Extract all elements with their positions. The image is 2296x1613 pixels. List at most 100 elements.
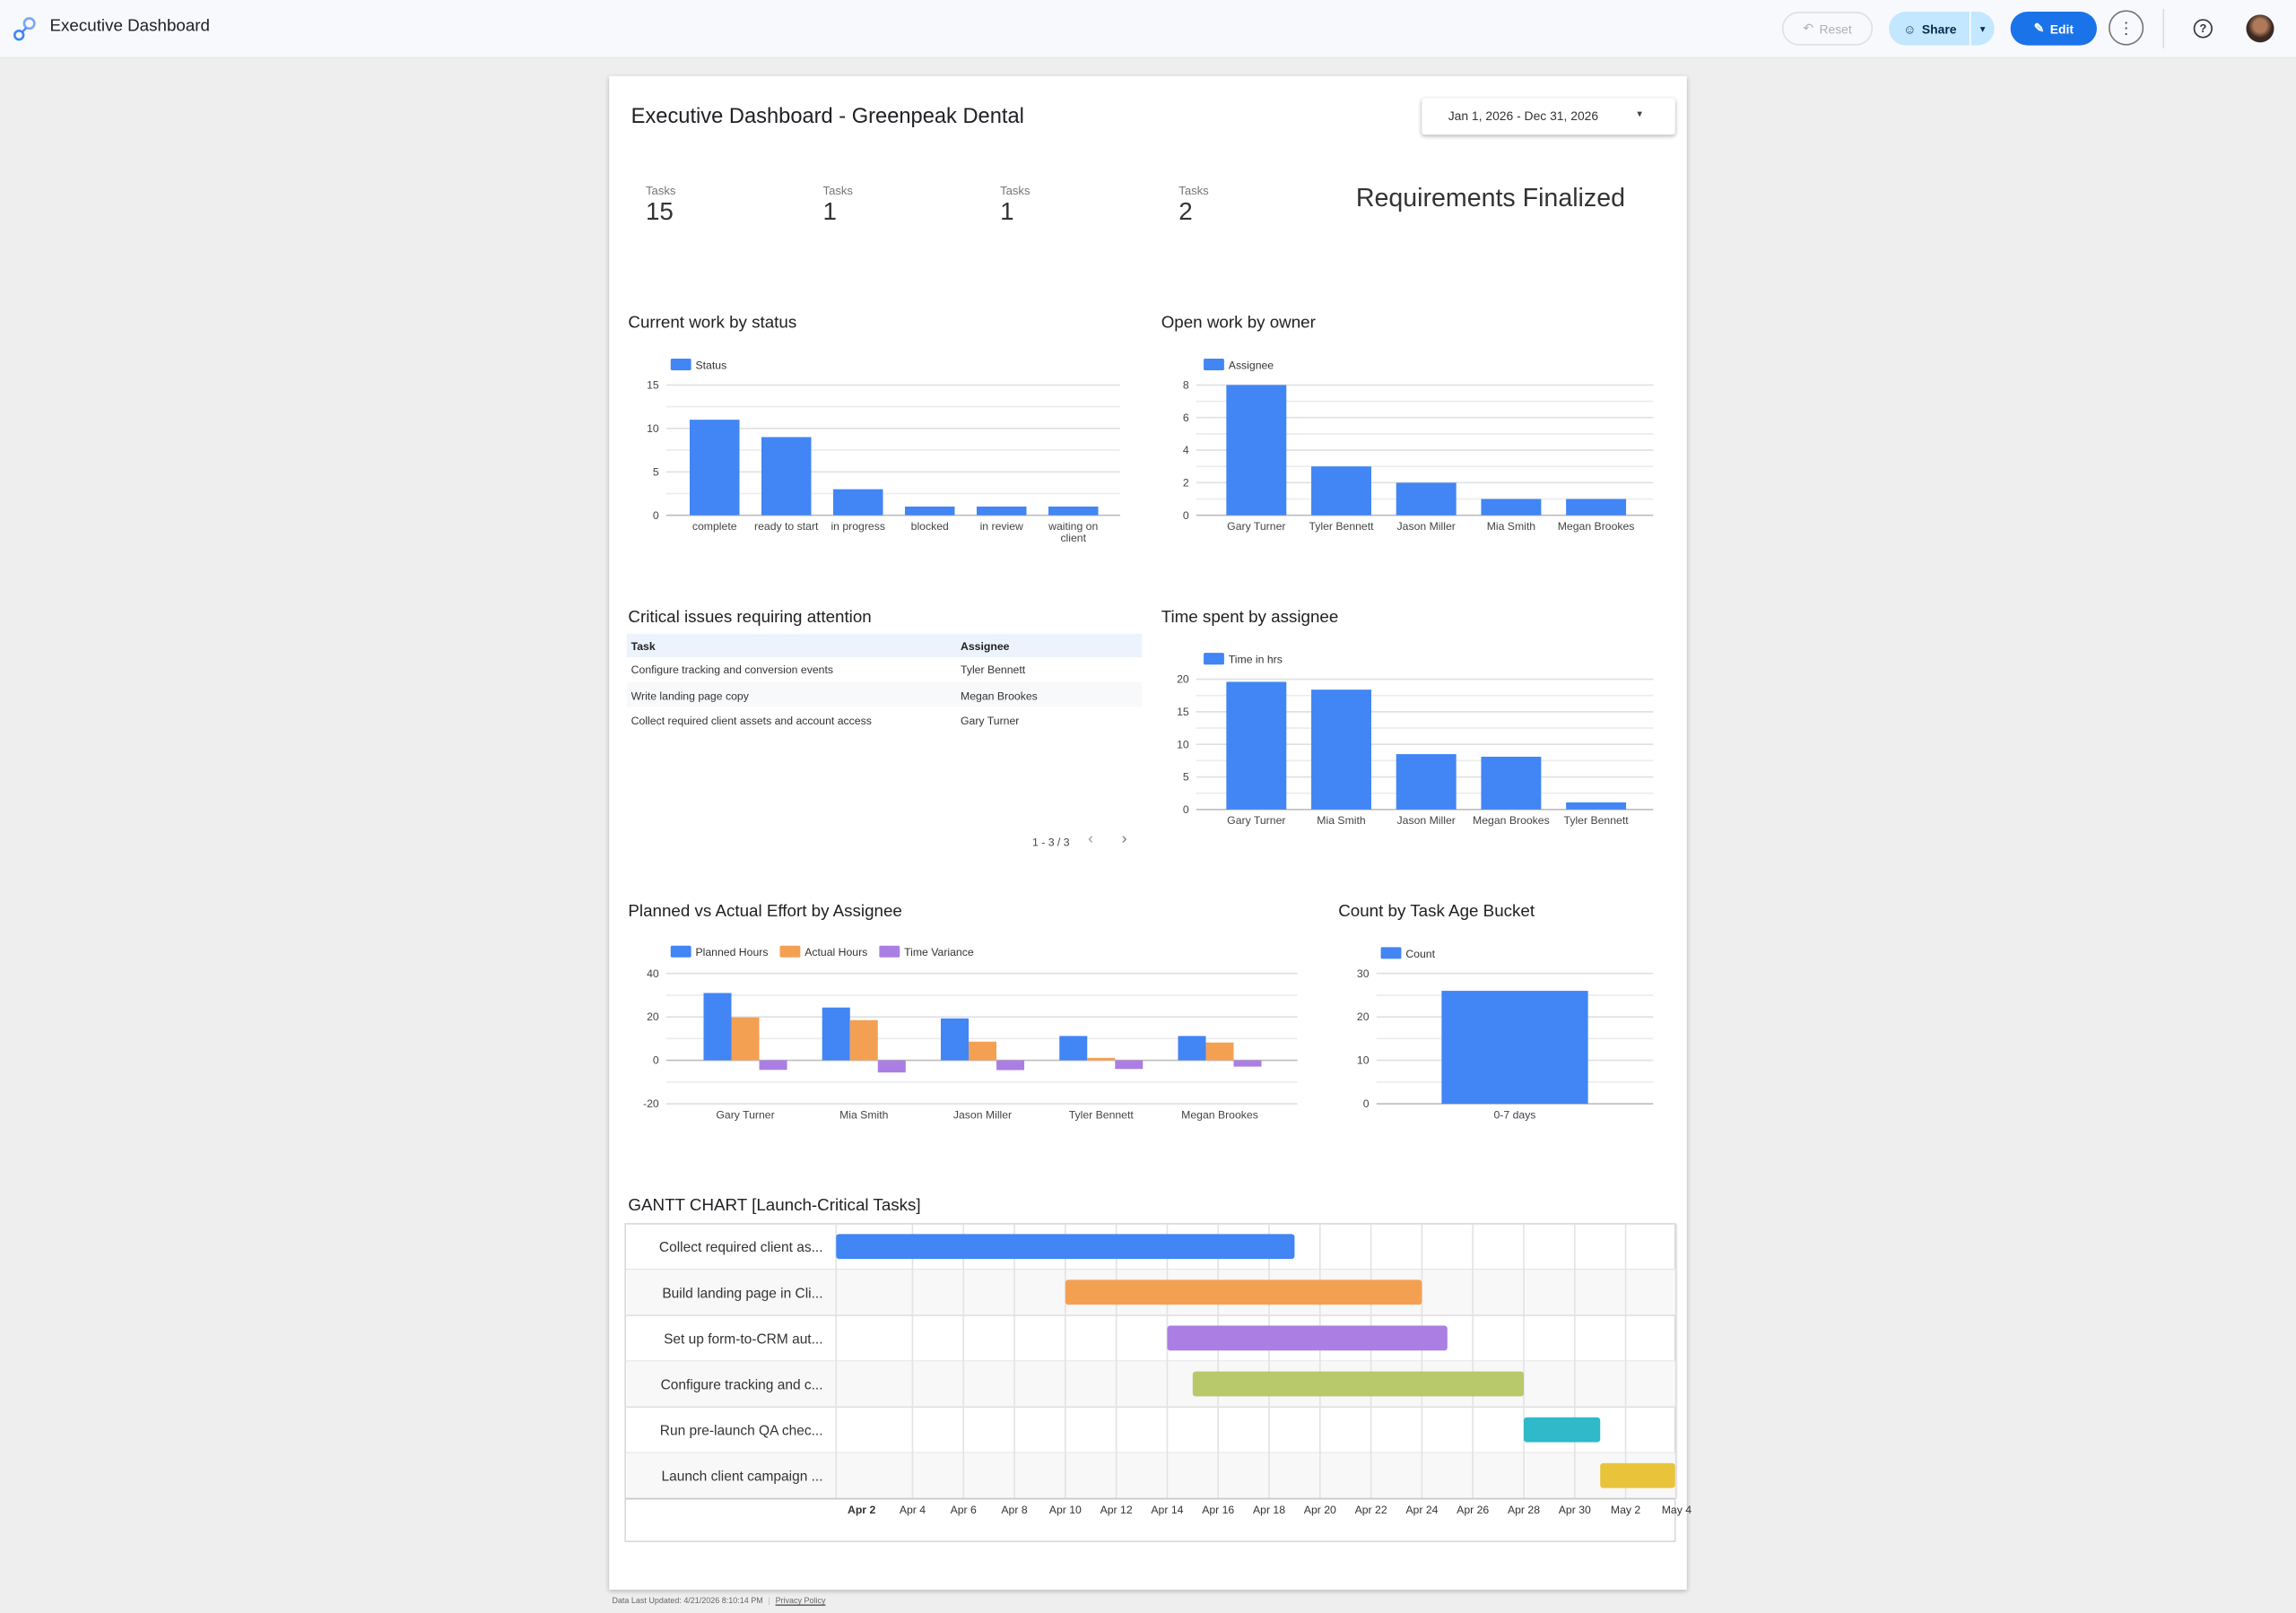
y-tick-label: 10 xyxy=(647,422,659,435)
legend-swatch xyxy=(1204,653,1224,665)
category-label: client xyxy=(1060,532,1086,544)
cell-task: Collect required client assets and accou… xyxy=(631,714,872,728)
gantt-tick-label: Apr 26 xyxy=(1457,1504,1489,1516)
owner-bar-chart: 0 2 4 6 8 Assignee Gary Turner Tyler Bennett Jas… xyxy=(1183,358,1654,533)
chart-title-owner: Open work by owner xyxy=(1161,315,1316,333)
cell-assignee: Megan Brookes xyxy=(961,689,1038,703)
legend-label: Count xyxy=(1405,948,1435,960)
y-tick-label: 15 xyxy=(647,378,659,391)
category-label: Gary Turner xyxy=(1227,814,1285,827)
category-label: Tyler Bennett xyxy=(1309,520,1374,533)
date-range-picker[interactable]: Jan 1, 2026 - Dec 31, 2026 ▾ xyxy=(1422,98,1675,135)
legend-label: Actual Hours xyxy=(804,946,867,958)
cell-assignee: Tyler Bennett xyxy=(961,663,1026,677)
legend-label: Assignee xyxy=(1229,359,1274,371)
gantt-tick-label: Apr 22 xyxy=(1355,1504,1387,1516)
legend-swatch xyxy=(879,945,900,958)
y-tick-label: 0 xyxy=(653,509,659,522)
category-label: Jason Miller xyxy=(1397,520,1456,533)
y-tick-label: -20 xyxy=(643,1097,659,1110)
pagination-text: 1 - 3 / 3 xyxy=(1032,836,1070,849)
column-header-task[interactable]: Task xyxy=(631,639,656,654)
bar xyxy=(996,1060,1025,1071)
y-tick-label: 6 xyxy=(1183,412,1189,424)
y-tick-label: 20 xyxy=(1357,1010,1370,1023)
date-range-value: Jan 1, 2026 - Dec 31, 2026 xyxy=(1448,108,1599,124)
reset-button[interactable]: ↶ Reset xyxy=(1781,12,1874,46)
chart-title-effort: Planned vs Actual Effort by Assignee xyxy=(628,903,902,921)
previous-page-button[interactable]: ‹ xyxy=(1088,829,1094,848)
y-tick-label: 5 xyxy=(653,465,659,478)
top-bar: Executive Dashboard ↶ Reset ☺ Share ▾ ✎ … xyxy=(0,0,2296,59)
legend-swatch xyxy=(779,945,801,958)
y-tick-label: 0 xyxy=(1183,803,1189,816)
report-title: Executive Dashboard - Greenpeak Dental xyxy=(631,105,1024,129)
y-tick-label: 20 xyxy=(647,1010,659,1023)
edit-button[interactable]: ✎ Edit xyxy=(2010,12,2097,46)
bar xyxy=(976,507,1027,516)
gantt-tick-label: Apr 16 xyxy=(1202,1504,1234,1516)
bar xyxy=(968,1041,997,1061)
gantt-tick-label: Apr 24 xyxy=(1405,1504,1438,1516)
bar xyxy=(940,1018,969,1061)
bar xyxy=(877,1060,906,1073)
kpi-value: 2 xyxy=(1178,197,1193,226)
legend-label: Time Variance xyxy=(904,946,974,958)
gantt-bar xyxy=(1192,1371,1524,1397)
bar xyxy=(1566,499,1627,516)
table-row: Collect required client assets and accou… xyxy=(627,708,1143,733)
legend-swatch xyxy=(670,358,691,371)
gantt-tick-label: Apr 30 xyxy=(1559,1504,1591,1516)
gantt-bar xyxy=(1167,1325,1448,1351)
kpi-label: Tasks xyxy=(1178,184,1209,198)
bar xyxy=(1205,1042,1234,1061)
y-tick-label: 10 xyxy=(1177,738,1189,750)
more-options-button[interactable]: ⋮ xyxy=(2109,10,2144,46)
category-label: Mia Smith xyxy=(839,1108,889,1121)
category-label: Megan Brookes xyxy=(1558,520,1635,533)
next-page-button[interactable]: › xyxy=(1121,829,1127,848)
category-label: in progress xyxy=(831,520,885,533)
bar xyxy=(1226,385,1287,516)
help-icon[interactable]: ? xyxy=(2193,19,2213,39)
share-dropdown-button[interactable]: ▾ xyxy=(1969,12,1995,46)
cell-task: Configure tracking and conversion events xyxy=(631,663,833,677)
bar xyxy=(1566,802,1627,810)
column-header-assignee[interactable]: Assignee xyxy=(961,639,1010,654)
pencil-icon: ✎ xyxy=(2033,20,2045,36)
kpi-value: 1 xyxy=(822,197,838,226)
bar xyxy=(1396,754,1457,810)
y-tick-label: 20 xyxy=(1177,673,1189,686)
bar xyxy=(1396,482,1457,516)
gantt-tick-label: Apr 6 xyxy=(951,1504,977,1516)
category-label: Jason Miller xyxy=(953,1108,1012,1121)
cell-assignee: Gary Turner xyxy=(961,714,1020,728)
app-title: Executive Dashboard xyxy=(49,17,210,36)
user-avatar[interactable] xyxy=(2246,14,2274,43)
bar xyxy=(1311,689,1371,810)
bar xyxy=(1441,991,1588,1105)
bar xyxy=(761,437,812,516)
gantt-task-label: Build landing page in Cli... xyxy=(662,1286,822,1301)
gantt-task-label: Run pre-launch QA chec... xyxy=(660,1424,823,1439)
gantt-tick-label: Apr 18 xyxy=(1253,1504,1285,1516)
bar xyxy=(689,420,740,516)
gantt-tick-label: Apr 4 xyxy=(900,1504,926,1516)
bar xyxy=(1233,1060,1262,1067)
category-label: complete xyxy=(692,520,737,533)
category-label: ready to start xyxy=(754,520,819,533)
share-button[interactable]: ☺ Share xyxy=(1889,12,1971,46)
y-tick-label: 30 xyxy=(1357,967,1370,980)
legend-swatch xyxy=(1204,358,1224,371)
category-label: Tyler Bennett xyxy=(1069,1108,1135,1121)
bar xyxy=(1059,1036,1088,1061)
y-tick-label: 5 xyxy=(1183,771,1189,784)
y-tick-label: 40 xyxy=(647,967,659,980)
y-tick-label: 4 xyxy=(1183,444,1189,456)
privacy-policy-link[interactable]: Privacy Policy xyxy=(775,1597,826,1607)
gantt-tick-label: Apr 14 xyxy=(1151,1504,1183,1516)
bar xyxy=(1481,757,1542,810)
bar xyxy=(1115,1060,1144,1070)
table-row: Configure tracking and conversion events… xyxy=(627,657,1143,682)
